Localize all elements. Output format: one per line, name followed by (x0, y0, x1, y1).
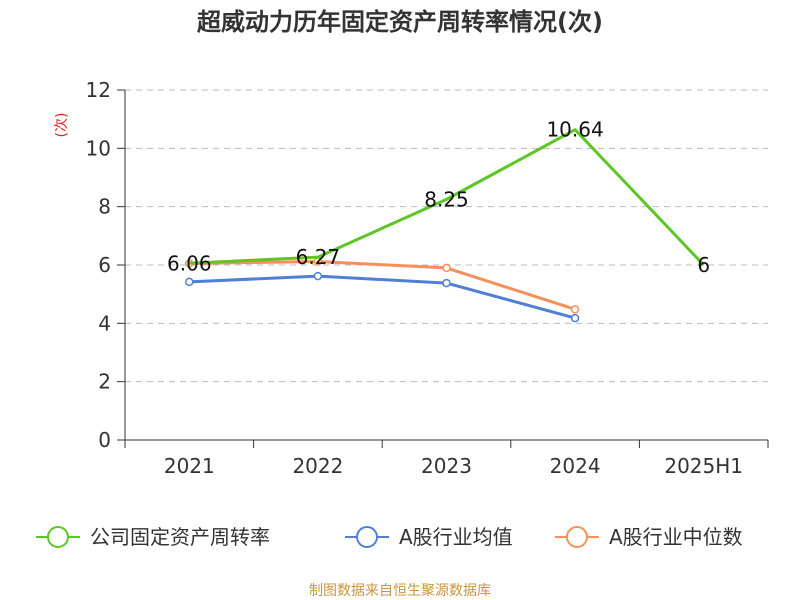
legend-label: A股行业均值 (399, 525, 513, 549)
y-tick-label: 2 (98, 370, 111, 394)
data-point (570, 313, 580, 323)
series-group (185, 128, 705, 323)
data-point (185, 277, 194, 287)
legend: 公司固定资产周转率 A股行业均值 A股行业中位数 (36, 525, 743, 549)
x-tick-label: 2022 (292, 454, 343, 478)
data-label: 6.27 (296, 245, 341, 269)
legend-marker (47, 526, 69, 548)
y-tick-label: 10 (86, 136, 111, 160)
series-line (189, 274, 576, 320)
data-label: 8.25 (424, 187, 469, 211)
data-point (442, 263, 451, 273)
series-line (189, 260, 576, 311)
data-label: 10.64 (546, 118, 603, 142)
data-label: 6.06 (167, 251, 212, 275)
x-tick-label: 2024 (550, 454, 601, 478)
y-tick-label: 0 (98, 428, 111, 452)
data-label: 6 (697, 253, 710, 277)
x-tick-label: 2021 (164, 454, 215, 478)
axes: 0 2 4 6 8 10 12 2021 2022 2023 2024 2025H1 (86, 78, 769, 478)
data-point (442, 278, 451, 288)
legend-label: A股行业中位数 (609, 525, 743, 549)
legend-label: 公司固定资产周转率 (90, 525, 270, 549)
x-tick-label: 2023 (421, 454, 472, 478)
y-tick-label: 8 (98, 195, 111, 219)
x-tick-label: 2025H1 (664, 454, 743, 478)
data-labels: 6.06 6.27 8.25 10.64 6 (167, 118, 710, 277)
legend-marker (356, 526, 378, 548)
grid-lines (125, 89, 768, 383)
legend-marker (566, 526, 588, 548)
source-note: 制图数据来自恒生聚源数据库 (309, 583, 491, 599)
data-point (313, 271, 323, 281)
y-axis-label: (次) (54, 113, 70, 138)
y-tick-label: 4 (98, 311, 111, 335)
series-line (189, 128, 705, 267)
y-tick-label: 6 (98, 253, 111, 277)
y-tick-label: 12 (86, 78, 111, 102)
chart-title: 超威动力历年固定资产周转率情况(次) (197, 8, 603, 36)
data-point (570, 305, 580, 314)
